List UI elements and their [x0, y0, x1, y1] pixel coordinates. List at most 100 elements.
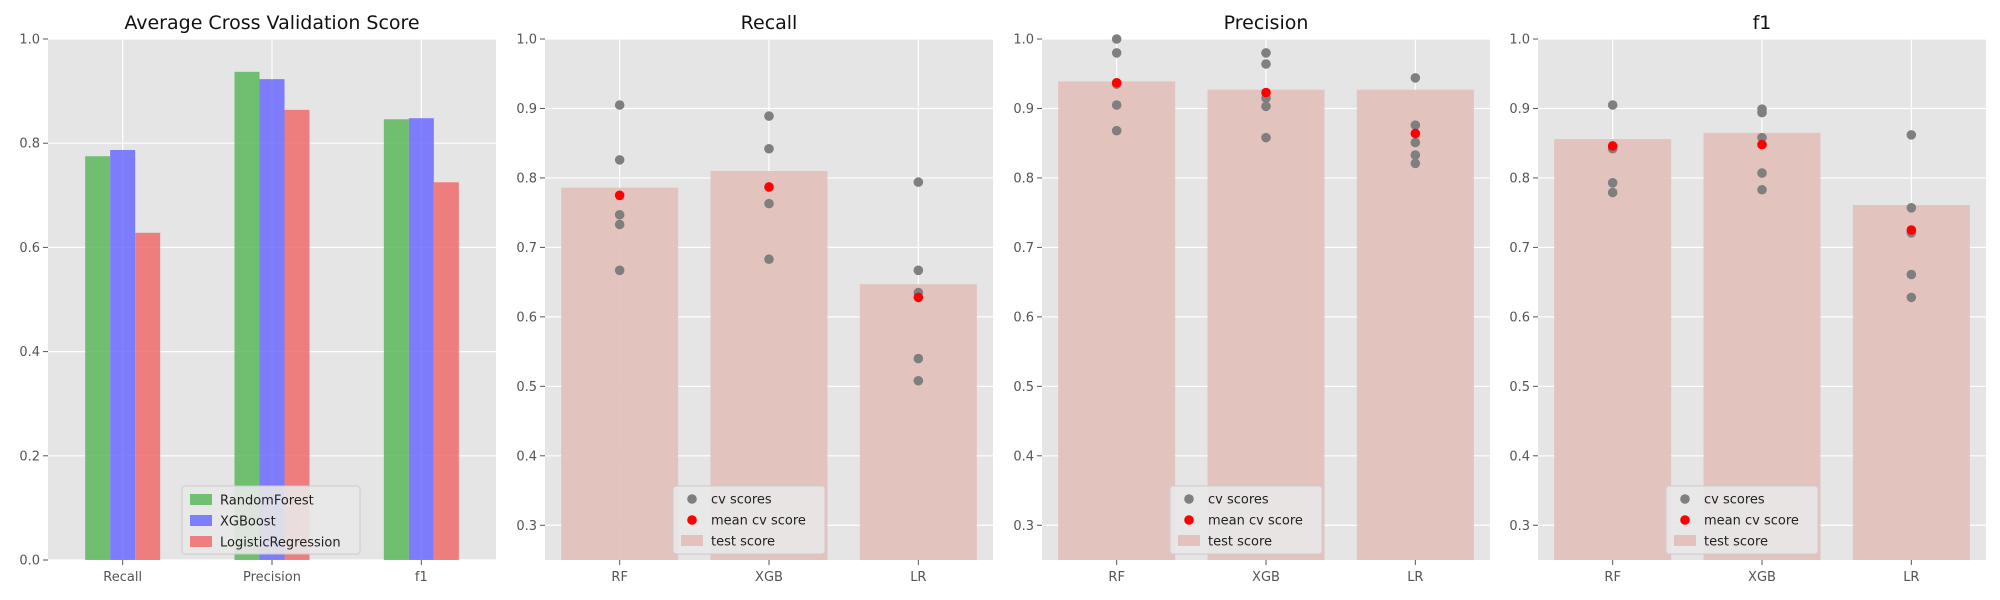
cv-score-point — [764, 143, 774, 154]
cv-score-point — [1410, 137, 1421, 148]
cv-score-point — [913, 177, 924, 187]
cv-score-point — [1410, 73, 1421, 83]
cv-score-point — [764, 254, 774, 265]
legend: cv scores mean cv score test score — [1665, 485, 1819, 555]
x-tick-label: XGB — [1252, 570, 1280, 585]
x-tick-label: LR — [1903, 570, 1919, 585]
cv-score-point — [913, 353, 924, 364]
y-tick-label: 0.4 — [1509, 449, 1530, 464]
legend: cv scores mean cv score test score — [1169, 485, 1323, 555]
legend-swatch — [190, 494, 212, 505]
x-tick-label: XGB — [1748, 570, 1776, 585]
cv-score-point — [1410, 158, 1421, 169]
bar-RandomForest-Recall — [85, 156, 111, 560]
legend-label: mean cv score — [711, 514, 806, 529]
legend-marker-mean-cv-score — [1680, 515, 1690, 525]
legend-box — [1665, 485, 1819, 555]
y-tick-label: 0.7 — [1013, 241, 1034, 256]
cv-score-point — [1906, 292, 1917, 303]
bar-RandomForest-Precision — [234, 71, 260, 560]
y-tick-label: 0.6 — [19, 241, 40, 256]
x-tick-label: Recall — [103, 570, 142, 585]
cv-score-point — [1607, 100, 1618, 110]
y-tick-label: 0.7 — [1509, 241, 1530, 256]
y-tick-label: 0.6 — [516, 310, 537, 325]
y-tick-label: 0.8 — [516, 171, 537, 186]
legend-marker-mean-cv-score — [1184, 515, 1194, 525]
mean-cv-score-point — [1261, 87, 1271, 98]
cv-score-point — [1261, 132, 1271, 143]
mean-cv-score-point — [614, 190, 625, 201]
cv-score-point — [1607, 177, 1618, 188]
cv-score-point — [1906, 269, 1917, 280]
cv-score-point — [1757, 168, 1767, 178]
legend-label: test score — [1208, 535, 1272, 550]
legend-label: test score — [711, 535, 775, 550]
bar-LogisticRegression-f1 — [433, 182, 459, 560]
legend-label: test score — [1704, 535, 1768, 550]
y-tick-label: 0.8 — [19, 137, 40, 152]
test-score-bar-RF — [561, 187, 679, 560]
chart-title: Average Cross Validation Score — [124, 12, 419, 34]
y-tick-label: 0.5 — [1509, 380, 1530, 395]
bar-XGBoost-Precision — [259, 79, 285, 560]
legend: cv scores mean cv score test score — [672, 485, 826, 555]
mean-cv-score-point — [764, 182, 774, 192]
x-tick-label: RF — [1108, 570, 1125, 585]
mean-cv-score-point — [1607, 141, 1618, 151]
y-tick-label: 0.7 — [516, 241, 537, 256]
cv-score-point — [1111, 125, 1122, 136]
y-tick-label: 0.9 — [516, 102, 537, 117]
test-score-bar-LR — [859, 284, 977, 560]
y-tick-label: 1.0 — [1013, 33, 1034, 48]
cv-score-point — [764, 198, 774, 209]
y-tick-label: 0.6 — [1013, 310, 1034, 325]
legend-box — [1169, 485, 1323, 555]
x-tick-label: f1 — [415, 570, 428, 585]
bar-XGBoost-Recall — [110, 149, 136, 560]
y-tick-label: 0.0 — [19, 554, 40, 569]
y-tick-label: 0.4 — [1013, 449, 1034, 464]
cv-score-point — [1757, 184, 1767, 195]
test-score-bar-XGB — [1207, 89, 1325, 560]
legend-swatch-test-score — [681, 535, 703, 546]
y-tick-label: 0.4 — [19, 345, 40, 360]
legend-box — [672, 485, 826, 555]
cv-score-point — [1906, 130, 1917, 140]
cv-score-point — [1757, 107, 1767, 118]
cv-score-point — [1607, 187, 1618, 198]
cv-score-point — [614, 155, 625, 165]
x-tick-label: XGB — [755, 570, 783, 585]
mean-cv-score-point — [1757, 139, 1767, 150]
legend-marker-cv-scores — [1184, 494, 1194, 504]
legend-swatch-test-score — [1178, 535, 1200, 546]
legend-swatch — [190, 536, 212, 547]
legend-label: XGBoost — [220, 515, 276, 530]
y-tick-label: 1.0 — [516, 33, 537, 48]
y-tick-label: 0.8 — [1509, 171, 1530, 186]
y-tick-label: 0.9 — [1013, 102, 1034, 117]
cv-score-point — [1111, 100, 1122, 110]
legend-label: cv scores — [1704, 493, 1765, 508]
panel-2: 0.3 0.4 0.5 0.6 0.7 0.8 0.9 1.0 RF XGB LR Recall cv … — [516, 12, 993, 585]
y-tick-label: 0.2 — [19, 449, 40, 464]
y-tick-label: 0.5 — [516, 380, 537, 395]
y-tick-label: 0.6 — [1509, 310, 1530, 325]
panel-4: 0.3 0.4 0.5 0.6 0.7 0.8 0.9 1.0 RF XGB LR f1 cv scor… — [1509, 12, 1986, 585]
legend: RandomForest XGBoost LogisticRegression — [181, 485, 361, 555]
legend-label: mean cv score — [1704, 514, 1799, 529]
bar-XGBoost-f1 — [408, 118, 434, 560]
cv-score-point — [764, 111, 774, 121]
bar-RandomForest-f1 — [383, 119, 409, 560]
cv-score-point — [1261, 59, 1271, 69]
legend-marker-cv-scores — [687, 494, 697, 504]
y-tick-label: 0.3 — [516, 519, 537, 534]
x-tick-label: Precision — [243, 570, 301, 585]
chart-title: f1 — [1753, 12, 1772, 34]
y-tick-label: 0.4 — [516, 449, 537, 464]
cv-score-point — [1111, 48, 1122, 58]
bar-LogisticRegression-Precision — [284, 109, 310, 560]
cv-score-point — [614, 100, 625, 110]
cv-score-point — [614, 265, 625, 276]
y-tick-label: 0.9 — [1509, 102, 1530, 117]
